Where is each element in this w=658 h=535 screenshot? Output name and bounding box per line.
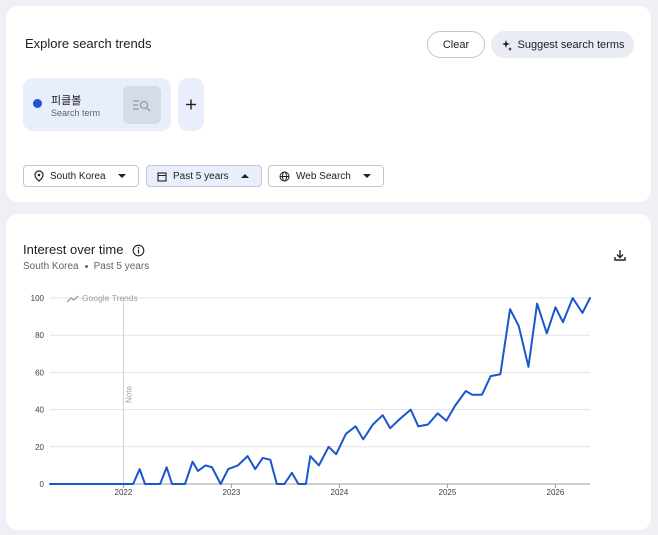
page-title: Explore search trends (25, 36, 152, 51)
term-name: 피클볼 (51, 95, 82, 107)
term-dot (33, 99, 42, 108)
region-label: South Korea (50, 170, 106, 182)
add-term-button[interactable] (178, 78, 204, 131)
property-filter[interactable]: Web Search (268, 165, 384, 187)
y-tick-label: 100 (31, 294, 45, 303)
x-tick-label: 2026 (547, 488, 565, 497)
panel-title: Interest over time (23, 242, 124, 257)
calendar-icon (157, 171, 167, 182)
y-tick-label: 0 (40, 480, 45, 489)
info-icon[interactable] (132, 244, 145, 257)
x-tick-label: 2023 (223, 488, 241, 497)
panel-subtitle: South Korea Past 5 years (23, 261, 149, 272)
y-tick-label: 20 (35, 443, 44, 452)
property-label: Web Search (296, 170, 351, 182)
period-label: Past 5 years (173, 170, 229, 182)
plus-icon (186, 99, 196, 110)
separator-dot (84, 265, 88, 268)
suggest-button[interactable]: Suggest search terms (491, 31, 634, 58)
term-kind: Search term (51, 108, 101, 118)
trend-line (49, 297, 591, 485)
period-filter[interactable]: Past 5 years (146, 165, 262, 187)
region-filter[interactable]: South Korea (23, 165, 139, 187)
pin-icon (34, 170, 44, 182)
x-tick-label: 2022 (115, 488, 133, 497)
caret (117, 174, 126, 178)
x-tick-label: 2025 (439, 488, 457, 497)
download-icon[interactable] (613, 248, 627, 262)
globe-icon (279, 171, 290, 181)
suggest-label: Suggest search terms (517, 38, 625, 51)
caret (362, 174, 371, 178)
term-chip[interactable]: 피클볼 Search term (23, 78, 171, 131)
sparkle-icon (501, 39, 512, 51)
search-icon (133, 100, 151, 112)
subtitle-period: Past 5 years (93, 261, 150, 272)
y-tick-label: 80 (35, 331, 44, 340)
clear-button[interactable]: Clear (427, 31, 485, 58)
term-icon (123, 86, 161, 124)
note-label: Note (124, 386, 133, 403)
watermark: Google Trends (82, 293, 138, 303)
y-tick-label: 40 (35, 406, 44, 415)
y-tick-label: 60 (35, 368, 44, 377)
caret (240, 174, 249, 178)
trend-icon (66, 295, 79, 303)
subtitle-region: South Korea (23, 261, 79, 272)
x-tick-label: 2024 (331, 488, 349, 497)
